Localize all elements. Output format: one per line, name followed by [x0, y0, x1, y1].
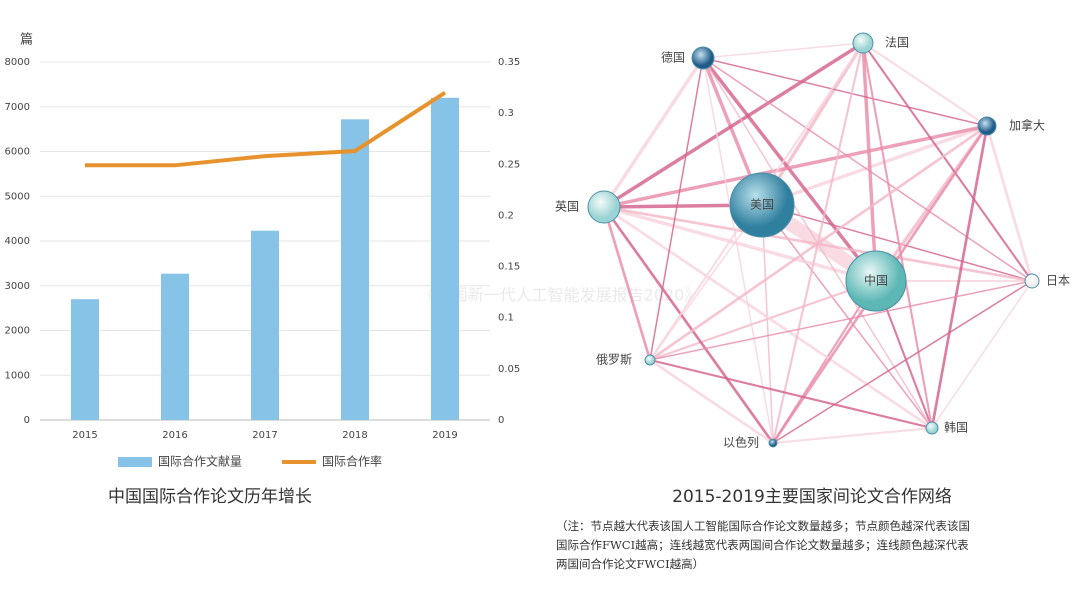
x-tick-label: 2017 — [252, 430, 277, 441]
node-label: 加拿大 — [1009, 118, 1045, 133]
network-edges — [602, 41, 1034, 445]
network-title: 2015-2019主要国家间论文合作网络 — [672, 487, 952, 507]
network-edge — [930, 125, 989, 429]
y2-tick-label: 0.05 — [498, 364, 520, 375]
network-edge — [761, 204, 774, 444]
network-edge — [702, 42, 864, 59]
line — [85, 91, 447, 168]
y-tick-label: 5000 — [5, 191, 30, 202]
network-edge — [649, 280, 877, 361]
y-tick-label: 4000 — [5, 236, 30, 247]
network-edge — [649, 358, 774, 445]
network-edge — [985, 125, 1034, 282]
network-node — [977, 116, 997, 136]
network-node — [768, 438, 778, 448]
legend-label: 国际合作率 — [322, 454, 382, 469]
node-label: 俄罗斯 — [596, 353, 632, 367]
network-node — [644, 354, 656, 366]
y2-tick-label: 0.35 — [498, 57, 520, 68]
y-tick-label: 8000 — [5, 57, 30, 68]
network-edge — [603, 205, 877, 283]
network-edge — [861, 42, 878, 282]
y-tick-label: 3000 — [5, 281, 30, 292]
bar — [341, 119, 369, 420]
network-edge — [603, 205, 933, 430]
bar — [251, 230, 279, 420]
network-edge — [931, 280, 1033, 429]
bar — [161, 273, 189, 420]
network-node — [1024, 273, 1040, 289]
network-edge — [602, 57, 705, 208]
x-tick-label: 2019 — [432, 430, 457, 441]
y2-tick-label: 0 — [498, 415, 504, 426]
watermark: 《中国新一代人工智能发展报告2020》 — [420, 286, 701, 305]
network-edge — [702, 57, 1033, 282]
network-edge — [772, 426, 933, 445]
network-edge — [861, 42, 934, 429]
network-edge — [602, 206, 775, 444]
network-node — [925, 421, 939, 435]
node-label: 日本 — [1046, 274, 1070, 288]
y-tick-label: 2000 — [5, 326, 30, 337]
network-edge — [603, 41, 864, 209]
legend-label: 国际合作文献量 — [158, 454, 242, 469]
network-edge — [761, 124, 988, 207]
network-node — [587, 190, 621, 224]
node-label: 英国 — [555, 200, 579, 214]
network-node — [852, 32, 874, 54]
bar — [71, 299, 99, 420]
note-line: （注：节点越大代表该国人工智能国际合作论文数量越多；节点颜色越深代表该国 — [556, 519, 970, 533]
y-axis-label: 篇 — [20, 33, 33, 48]
node-label: 德国 — [661, 50, 685, 65]
network-edge — [862, 42, 1033, 282]
y2-tick-label: 0.15 — [498, 262, 520, 273]
x-tick-label: 2018 — [342, 430, 367, 441]
node-label: 韩国 — [944, 420, 968, 435]
y2-tick-label: 0.1 — [498, 313, 514, 324]
network-edge — [603, 124, 988, 209]
network-edge — [862, 42, 988, 127]
y-tick-label: 6000 — [5, 147, 30, 158]
bar — [431, 97, 459, 421]
node-label: 中国 — [864, 273, 888, 288]
node-label: 美国 — [750, 198, 774, 212]
network-edge — [649, 358, 933, 430]
network-edge — [602, 206, 652, 361]
y2-tick-label: 0.3 — [498, 108, 514, 119]
network-node — [845, 250, 907, 312]
x-tick-label: 2016 — [162, 430, 187, 441]
network-edge — [761, 204, 1033, 282]
node-label: 法国 — [885, 36, 909, 50]
network-edge — [702, 57, 988, 127]
network-edge — [772, 280, 1033, 444]
network-edge — [649, 57, 704, 361]
network-edge — [702, 57, 774, 444]
network-edge — [761, 204, 933, 429]
chart-title: 中国国际合作论文历年增长 — [108, 487, 312, 507]
note-line: 两国间合作论文FWCI越高） — [556, 557, 704, 571]
note-line: 国际合作FWCI越高；连线越宽代表两国间合作论文数量越多；连线颜色越深代表 — [556, 538, 969, 552]
node-label: 以色列 — [723, 436, 759, 450]
x-tick-label: 2015 — [72, 430, 97, 441]
network-edge — [649, 280, 1033, 361]
y-tick-label: 7000 — [5, 102, 30, 113]
legend-swatch — [118, 457, 152, 467]
network-edge — [649, 124, 988, 362]
y-tick-label: 1000 — [5, 370, 30, 381]
y2-tick-label: 0.25 — [498, 159, 520, 170]
network-node — [729, 172, 795, 238]
y2-tick-label: 0.2 — [498, 210, 514, 221]
network-node — [691, 46, 715, 70]
y-tick-label: 0 — [24, 415, 30, 426]
